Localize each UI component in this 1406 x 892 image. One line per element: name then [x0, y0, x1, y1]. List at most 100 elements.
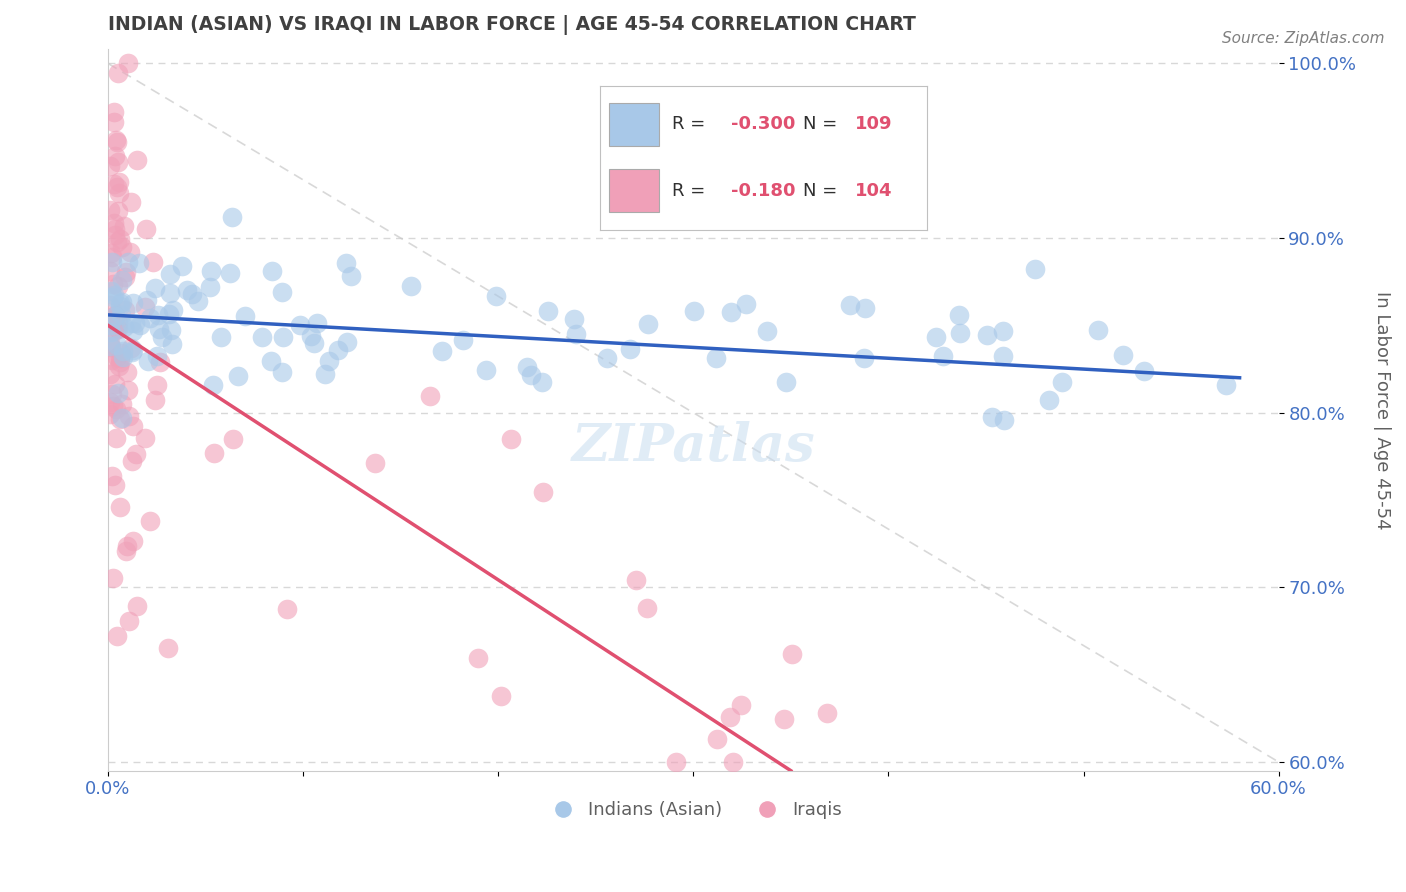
Point: [103, 277, 125, 292]
Point: [150, 330, 173, 344]
Point: [775, 375, 797, 389]
Point: [100, 339, 122, 353]
Point: [219, 266, 242, 280]
Point: [200, 263, 222, 277]
Point: [430, 343, 453, 358]
Point: [198, 280, 221, 294]
Point: [103, 115, 125, 129]
Point: [704, 351, 727, 365]
Point: [105, 629, 128, 643]
Point: [110, 309, 132, 323]
Point: [115, 265, 138, 279]
Point: [991, 324, 1014, 338]
Point: [730, 698, 752, 712]
Point: [107, 386, 129, 401]
Point: [925, 330, 948, 344]
Point: [117, 56, 139, 70]
Point: [143, 281, 166, 295]
Point: [1133, 364, 1156, 378]
Point: [233, 309, 256, 323]
Point: [773, 712, 796, 726]
Point: [991, 349, 1014, 363]
Point: [129, 318, 152, 332]
Point: [453, 333, 475, 347]
Point: [250, 330, 273, 344]
Point: [399, 279, 422, 293]
Text: ZIPatlas: ZIPatlas: [571, 421, 815, 472]
Point: [780, 647, 803, 661]
Point: [976, 328, 998, 343]
Point: [148, 322, 170, 336]
Point: [101, 251, 124, 265]
Point: [121, 316, 143, 330]
Point: [104, 309, 127, 323]
Text: Source: ZipAtlas.com: Source: ZipAtlas.com: [1222, 31, 1385, 46]
Point: [117, 539, 139, 553]
Point: [134, 431, 156, 445]
Point: [159, 267, 181, 281]
Point: [1052, 375, 1074, 389]
Point: [98, 335, 121, 350]
Point: [1215, 378, 1237, 392]
Point: [121, 453, 143, 467]
Point: [100, 386, 122, 401]
Point: [143, 393, 166, 408]
Point: [537, 304, 560, 318]
Point: [118, 244, 141, 259]
Point: [160, 336, 183, 351]
Point: [107, 154, 129, 169]
Point: [682, 304, 704, 318]
Point: [134, 222, 156, 236]
Point: [226, 369, 249, 384]
Point: [288, 318, 311, 333]
Point: [624, 573, 647, 587]
Point: [128, 255, 150, 269]
Point: [139, 515, 162, 529]
Point: [721, 755, 744, 769]
Point: [318, 353, 340, 368]
Point: [107, 279, 129, 293]
Point: [105, 135, 128, 149]
Point: [302, 335, 325, 350]
Point: [271, 365, 294, 379]
Point: [98, 318, 121, 332]
Point: [101, 399, 124, 413]
Point: [181, 286, 204, 301]
Point: [108, 186, 131, 200]
Point: [135, 293, 157, 307]
Point: [121, 419, 143, 434]
Point: [735, 297, 758, 311]
Text: INDIAN (ASIAN) VS IRAQI IN LABOR FORCE | AGE 45-54 CORRELATION CHART: INDIAN (ASIAN) VS IRAQI IN LABOR FORCE |…: [108, 15, 915, 35]
Point: [98, 314, 121, 328]
Point: [271, 330, 294, 344]
Point: [107, 315, 129, 329]
Point: [565, 327, 588, 342]
Point: [115, 365, 138, 379]
Point: [564, 312, 586, 326]
Point: [159, 323, 181, 337]
Point: [121, 325, 143, 339]
Point: [117, 383, 139, 397]
Point: [419, 389, 441, 403]
Point: [120, 341, 142, 355]
Point: [981, 409, 1004, 424]
Point: [948, 309, 970, 323]
Point: [104, 309, 127, 323]
Point: [596, 351, 619, 365]
Point: [105, 235, 128, 249]
Point: [172, 259, 194, 273]
Point: [108, 296, 131, 310]
Point: [201, 378, 224, 392]
Point: [103, 287, 125, 301]
Point: [111, 410, 134, 425]
Point: [104, 477, 127, 491]
Point: [105, 180, 128, 194]
Point: [98, 264, 121, 278]
Point: [519, 368, 541, 383]
Y-axis label: In Labor Force | Age 45-54: In Labor Force | Age 45-54: [1374, 291, 1391, 529]
Point: [107, 204, 129, 219]
Point: [104, 376, 127, 391]
Point: [336, 335, 359, 350]
Point: [107, 321, 129, 335]
Point: [665, 755, 688, 769]
